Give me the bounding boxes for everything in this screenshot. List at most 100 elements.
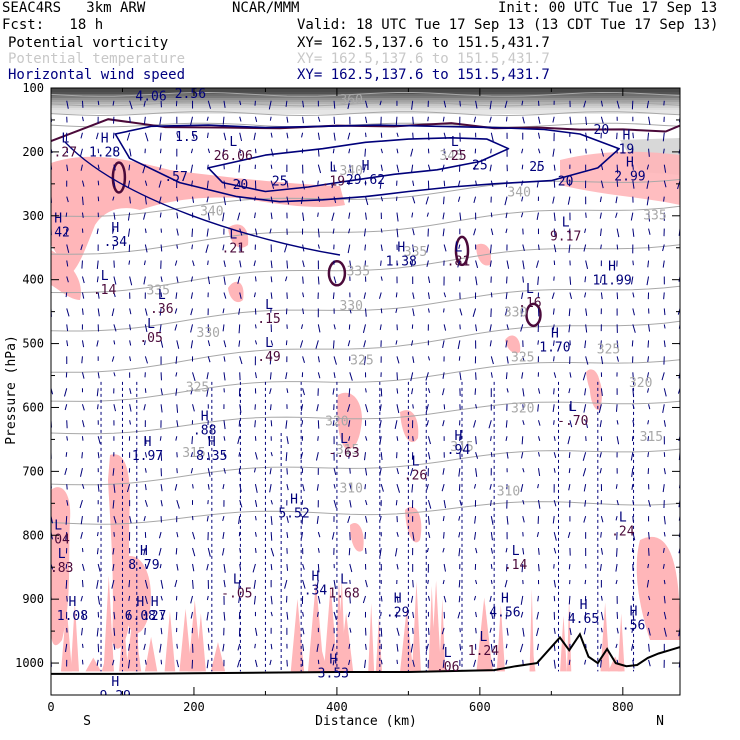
wind-vector xyxy=(598,404,602,414)
extremum-value: .36 xyxy=(150,302,173,317)
wind-vector xyxy=(348,643,351,649)
wind-vector xyxy=(316,579,319,588)
wind-vector xyxy=(475,579,478,585)
wind-vector xyxy=(552,196,555,204)
wind-vector xyxy=(331,531,335,540)
wind-vector xyxy=(442,388,445,396)
wind-vector xyxy=(192,196,195,203)
pv-closed-contour xyxy=(525,302,542,328)
wind-vector xyxy=(317,324,321,333)
wind-vector xyxy=(333,132,336,141)
isotach-label: 20 xyxy=(233,178,249,193)
wind-vector xyxy=(379,404,382,412)
wind-vector xyxy=(632,228,635,237)
wind-vector xyxy=(663,611,667,620)
wind-vector xyxy=(192,484,194,489)
wind-vector xyxy=(317,164,322,174)
wind-vector xyxy=(113,611,116,620)
wind-vector xyxy=(81,212,84,218)
wind-vector xyxy=(96,404,99,410)
wind-vector xyxy=(128,579,131,588)
extremum-marker: H xyxy=(394,592,402,607)
wind-vector xyxy=(600,532,602,538)
theta-contour xyxy=(51,101,680,107)
wind-vector xyxy=(238,579,241,589)
wind-vector xyxy=(222,244,225,251)
wind-vector xyxy=(190,340,194,349)
wind-vector xyxy=(128,164,131,171)
wind-vector xyxy=(600,659,602,668)
wind-vector xyxy=(302,643,305,652)
wind-vector xyxy=(442,212,445,220)
wind-vector xyxy=(127,212,131,221)
wind-vector xyxy=(144,388,147,393)
wind-vector xyxy=(490,228,494,236)
wind-vector xyxy=(176,404,179,413)
wind-vector xyxy=(207,276,211,285)
wind-vector xyxy=(160,579,164,589)
wind-vector xyxy=(254,212,256,219)
wind-vector xyxy=(222,148,225,157)
wind-vector xyxy=(81,563,85,571)
wind-vector xyxy=(457,196,461,202)
wind-vector xyxy=(286,531,289,538)
wind-vector xyxy=(176,531,179,538)
wind-vector xyxy=(64,404,68,411)
wind-vector xyxy=(347,611,351,618)
wind-vector xyxy=(599,452,602,458)
wind-vector xyxy=(254,516,257,521)
wind-vector xyxy=(254,228,258,236)
wind-vector xyxy=(270,292,273,299)
wind-vector xyxy=(317,228,320,238)
wind-vector xyxy=(81,276,85,284)
wind-vector xyxy=(332,148,335,154)
pv-shade-spike xyxy=(60,605,73,672)
wind-vector xyxy=(143,547,146,556)
wind-vector xyxy=(490,212,493,218)
wind-vector xyxy=(349,627,352,633)
wind-vector xyxy=(207,356,211,363)
wind-vector xyxy=(254,148,257,154)
wind-vector xyxy=(662,547,665,553)
wind-vector xyxy=(396,468,399,475)
wind-vector xyxy=(333,196,337,203)
wind-vector xyxy=(599,228,602,236)
pv-shade-blob xyxy=(690,577,705,620)
wind-vector xyxy=(365,579,368,588)
wind-vector xyxy=(364,484,366,490)
wind-vector xyxy=(158,531,162,539)
wind-vector xyxy=(206,388,209,397)
wind-vector xyxy=(190,452,194,458)
wind-vector xyxy=(317,531,321,538)
wind-vector xyxy=(269,388,272,395)
wind-vector xyxy=(505,436,508,441)
wind-vector xyxy=(159,212,162,218)
wind-vector xyxy=(332,388,335,395)
wind-vector xyxy=(238,308,241,315)
wind-vector xyxy=(113,372,116,377)
wind-vector xyxy=(663,468,666,475)
wind-vector xyxy=(663,516,666,525)
wind-vector xyxy=(395,116,398,126)
wind-vector xyxy=(443,180,446,187)
wind-vector xyxy=(537,276,539,285)
wind-vector xyxy=(426,244,429,253)
extremum-value: .27 xyxy=(143,609,166,624)
wind-vector xyxy=(427,436,431,445)
wind-vector xyxy=(412,292,415,299)
wind-vector xyxy=(316,516,319,524)
wind-vector xyxy=(81,356,83,364)
theta-label: 340 xyxy=(507,186,530,201)
x-tick-label: 0 xyxy=(47,700,54,714)
wind-vector xyxy=(490,579,493,585)
wind-vector xyxy=(96,228,99,235)
wind-vector xyxy=(113,404,116,412)
wind-vector xyxy=(648,627,651,636)
pv-shade-spike xyxy=(210,642,226,672)
wind-vector xyxy=(537,388,541,394)
wind-vector xyxy=(348,452,351,459)
extremum-value: 26.06 xyxy=(214,149,253,164)
isotach-label: 4.06 xyxy=(135,90,166,105)
wind-vector xyxy=(347,100,351,110)
